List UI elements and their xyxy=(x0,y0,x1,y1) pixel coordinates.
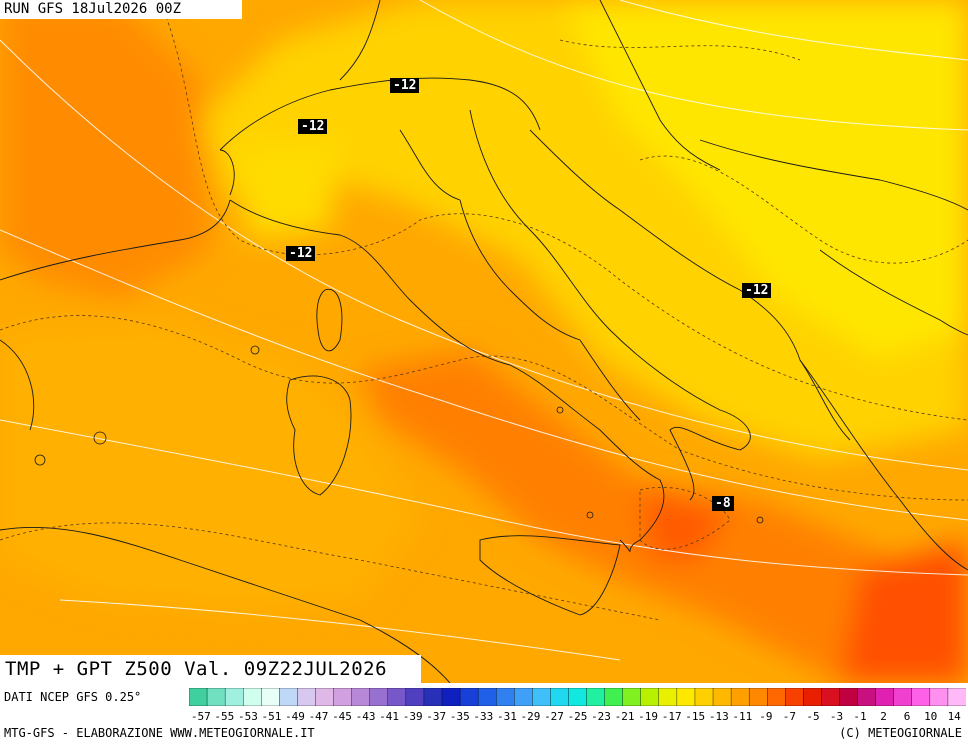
color-swatch xyxy=(857,688,877,706)
scale-tick-label: -49 xyxy=(285,710,305,722)
isotherm-label: -12 xyxy=(742,283,772,298)
scale-tick-label: -21 xyxy=(615,710,635,722)
scale-tick-label: -25 xyxy=(568,710,588,722)
color-swatch xyxy=(495,688,515,706)
scale-tick-label: 14 xyxy=(948,710,962,722)
color-swatch xyxy=(224,688,244,706)
color-swatch xyxy=(189,688,208,706)
scale-tick-label: -17 xyxy=(662,710,682,722)
color-swatch xyxy=(803,688,823,706)
color-swatch xyxy=(315,688,335,706)
color-swatch xyxy=(550,688,570,706)
scale-tick-label: 10 xyxy=(924,710,937,722)
scale-tick-label: -37 xyxy=(426,710,446,722)
color-swatch xyxy=(767,688,786,706)
scale-tick-label: -33 xyxy=(473,710,493,722)
color-swatch xyxy=(423,688,443,706)
color-swatch xyxy=(658,688,678,706)
color-swatch xyxy=(459,688,479,706)
color-swatch xyxy=(441,688,461,706)
scale-tick-label: -27 xyxy=(544,710,564,722)
isotherm-label: -8 xyxy=(712,496,734,511)
scale-tick-label: -45 xyxy=(332,710,352,722)
scale-tick-label: -55 xyxy=(214,710,234,722)
scale-tick-label: -29 xyxy=(520,710,540,722)
data-source: DATI NCEP GFS 0.25° xyxy=(4,690,142,704)
color-swatch xyxy=(929,688,949,706)
scale-tick-label: 2 xyxy=(880,710,887,722)
scale-tick-label: -13 xyxy=(709,710,729,722)
color-swatch xyxy=(694,688,714,706)
scale-tick-label: -5 xyxy=(806,710,819,722)
scale-tick-label: -9 xyxy=(759,710,772,722)
color-swatch xyxy=(911,688,931,706)
scale-tick-label: -53 xyxy=(238,710,258,722)
scale-tick-label: 6 xyxy=(904,710,911,722)
scale-tick-label: -19 xyxy=(638,710,658,722)
color-swatch xyxy=(297,688,317,706)
credit-copyright: (C) METEOGIORNALE xyxy=(839,726,962,740)
color-swatch xyxy=(261,688,281,706)
color-scale-labels: -57 -55 -53 -51 -49 -47 -45 -43 -41 -39 -37 -35 -33-… xyxy=(191,710,962,722)
scale-tick-label: -41 xyxy=(379,710,399,722)
color-swatch xyxy=(586,688,606,706)
scale-tick-label: -51 xyxy=(261,710,281,722)
scale-tick-label: -47 xyxy=(309,710,329,722)
color-swatch xyxy=(640,688,660,706)
color-swatch xyxy=(333,688,353,706)
color-swatch xyxy=(893,688,913,706)
color-swatch xyxy=(279,688,299,706)
scale-tick-label: -31 xyxy=(497,710,517,722)
color-swatch xyxy=(821,688,841,706)
scale-tick-label: -23 xyxy=(591,710,611,722)
color-swatch xyxy=(622,688,642,706)
color-swatch xyxy=(839,688,859,706)
run-info: RUN GFS 18Jul2026 00Z xyxy=(0,0,242,19)
scale-tick-label: -35 xyxy=(450,710,470,722)
color-swatch xyxy=(712,688,732,706)
color-scale xyxy=(189,688,966,706)
color-swatch xyxy=(206,688,226,706)
temperature-map xyxy=(0,0,968,683)
scale-tick-label: -15 xyxy=(685,710,705,722)
scale-tick-label: -1 xyxy=(853,710,866,722)
scale-tick-label: -7 xyxy=(783,710,796,722)
map-title: TMP + GPT Z500 Val. 09Z22JUL2026 xyxy=(0,655,421,683)
color-swatch xyxy=(514,688,534,706)
color-swatch xyxy=(785,688,805,706)
color-swatch xyxy=(604,688,624,706)
color-swatch xyxy=(676,688,696,706)
color-swatch xyxy=(875,688,895,706)
color-swatch xyxy=(568,688,588,706)
isotherm-label: -12 xyxy=(390,78,420,93)
color-swatch xyxy=(748,688,768,706)
isotherm-label: -12 xyxy=(298,119,328,134)
color-swatch xyxy=(387,688,407,706)
scale-tick-label: -39 xyxy=(403,710,423,722)
color-swatch xyxy=(351,688,371,706)
color-swatch xyxy=(730,688,750,706)
scale-tick-label: -43 xyxy=(356,710,376,722)
isotherm-label: -12 xyxy=(286,246,316,261)
credit-elaboration: MTG-GFS - ELABORAZIONE WWW.METEOGIORNALE… xyxy=(4,726,315,740)
scale-tick-label: -11 xyxy=(732,710,752,722)
color-swatch xyxy=(532,688,552,706)
scale-tick-label: -57 xyxy=(191,710,211,722)
color-swatch xyxy=(405,688,425,706)
color-swatch xyxy=(243,688,262,706)
color-swatch xyxy=(369,688,389,706)
color-swatch xyxy=(477,688,497,706)
color-swatch xyxy=(947,688,966,706)
scale-tick-label: -3 xyxy=(830,710,843,722)
